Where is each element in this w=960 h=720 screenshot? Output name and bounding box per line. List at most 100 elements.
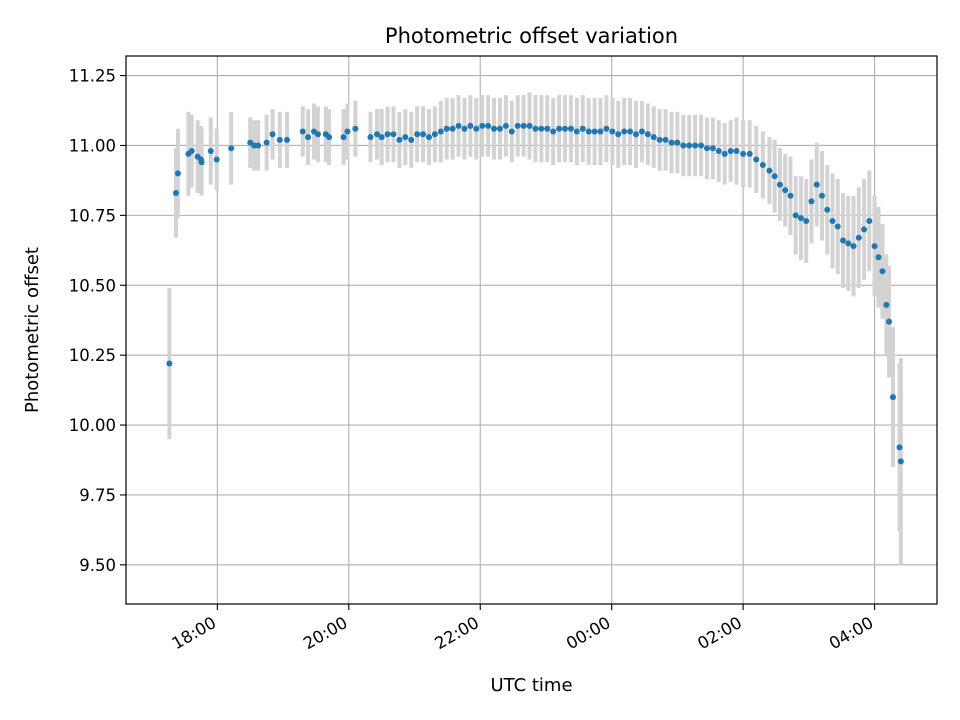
y-tick-label: 9.50	[79, 556, 116, 575]
data-point	[425, 134, 432, 141]
y-axis: 9.50 9.75 10.00 10.25 10.50 10.75 11.00 11.25	[69, 67, 126, 575]
data-point	[692, 142, 699, 149]
data-point	[378, 134, 385, 141]
data-point	[344, 128, 351, 135]
data-point	[567, 125, 574, 132]
data-point	[644, 131, 651, 138]
data-point	[824, 206, 831, 213]
data-point	[269, 131, 276, 138]
data-point	[174, 170, 181, 177]
data-point	[352, 125, 359, 132]
data-point	[787, 192, 794, 199]
data-point	[792, 212, 799, 219]
y-tick-label: 10.25	[69, 346, 116, 365]
data-point	[326, 134, 333, 141]
data-point	[284, 136, 291, 143]
x-axis-label: UTC time	[490, 675, 572, 696]
data-point	[855, 234, 862, 241]
data-point	[384, 131, 391, 138]
data-point	[166, 360, 173, 367]
data-points	[166, 122, 904, 465]
data-point	[782, 187, 789, 194]
data-point	[883, 301, 890, 308]
data-point	[896, 444, 903, 451]
y-axis-label: Photometric offset	[22, 247, 43, 413]
data-point	[467, 122, 474, 129]
data-point	[263, 139, 270, 146]
data-point	[579, 125, 586, 132]
data-point	[674, 139, 681, 146]
data-point	[840, 237, 847, 244]
data-point	[573, 128, 580, 135]
data-point	[514, 122, 521, 129]
data-point	[866, 217, 873, 224]
data-point	[662, 136, 669, 143]
data-point	[198, 159, 205, 166]
data-point	[861, 226, 868, 233]
data-point	[615, 131, 622, 138]
data-point	[834, 223, 841, 230]
data-point	[650, 134, 657, 141]
data-point	[759, 162, 766, 169]
data-point	[491, 125, 498, 132]
data-point	[299, 128, 306, 135]
data-point	[627, 128, 634, 135]
data-point	[609, 128, 616, 135]
data-point	[753, 156, 760, 163]
y-tick-label: 11.00	[69, 136, 116, 155]
data-point	[656, 136, 663, 143]
plot-frame	[125, 55, 938, 605]
data-point	[889, 394, 896, 401]
data-point	[871, 243, 878, 250]
data-point	[668, 139, 675, 146]
data-point	[632, 131, 639, 138]
data-point	[680, 142, 687, 149]
y-tick-label: 10.75	[69, 206, 116, 225]
data-point	[526, 122, 533, 129]
data-point	[550, 128, 557, 135]
data-point	[402, 134, 409, 141]
data-point	[591, 128, 598, 135]
data-point	[686, 142, 693, 149]
data-point	[556, 125, 563, 132]
data-point	[776, 181, 783, 188]
data-point	[740, 150, 747, 157]
data-point	[431, 131, 438, 138]
data-point	[255, 142, 262, 149]
data-point	[813, 181, 820, 188]
data-point	[213, 156, 220, 163]
data-point	[808, 198, 815, 205]
data-point	[715, 148, 722, 155]
data-point	[508, 128, 515, 135]
data-point	[172, 190, 179, 196]
data-point	[733, 148, 740, 155]
data-point	[367, 134, 374, 141]
data-point	[845, 240, 852, 247]
data-point	[449, 125, 456, 132]
data-point	[771, 173, 778, 180]
data-point	[408, 136, 415, 143]
data-point	[461, 125, 468, 132]
y-tick-label: 10.50	[69, 276, 116, 295]
data-point	[390, 131, 397, 138]
data-point	[803, 217, 810, 224]
data-point	[538, 125, 545, 132]
data-point	[443, 125, 450, 132]
data-point	[374, 131, 381, 138]
data-point	[721, 150, 728, 157]
data-point	[188, 148, 195, 155]
data-point	[479, 122, 486, 129]
data-point	[818, 192, 825, 199]
data-point	[502, 122, 509, 129]
data-point	[276, 136, 283, 143]
data-point	[455, 122, 462, 129]
data-point	[746, 150, 753, 157]
data-point	[437, 128, 444, 135]
data-point	[727, 148, 734, 155]
data-point	[473, 125, 480, 132]
data-point	[544, 125, 551, 132]
data-point	[485, 122, 492, 129]
data-point	[314, 131, 321, 138]
chart-title: Photometric offset variation	[385, 24, 678, 48]
